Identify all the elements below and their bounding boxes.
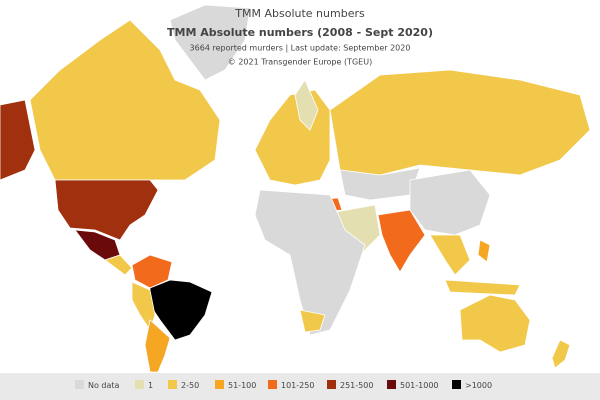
usa: [54, 179, 159, 241]
header: TMM Absolute numbers TMM Absolute number…: [167, 7, 433, 67]
europe: [254, 89, 331, 186]
philippines: [477, 239, 491, 263]
indonesia: [444, 279, 521, 296]
legend-label: 501-1000: [400, 381, 439, 390]
new-zealand: [551, 339, 571, 369]
credit: © 2021 Transgender Europe (TGEU): [228, 58, 372, 67]
legend-swatch: [327, 380, 336, 389]
legend: No data 1 2-50 51-100 101-250 251-500 501-1000…: [75, 380, 492, 390]
legend-swatch: [168, 380, 177, 389]
legend-label: >1000: [465, 381, 492, 390]
argentina: [144, 319, 171, 373]
legend-swatch: [452, 380, 461, 389]
russia: [329, 69, 591, 176]
central-america: [104, 254, 133, 276]
note: 3664 reported murders | Last update: Sep…: [190, 44, 411, 53]
alaska: [0, 99, 36, 181]
legend-swatch: [135, 380, 144, 389]
southern-africa: [299, 309, 326, 333]
china: [409, 169, 491, 236]
legend-label: 1: [148, 381, 153, 390]
subtitle: TMM Absolute numbers (2008 - Sept 2020): [167, 26, 433, 39]
africa: [254, 189, 366, 336]
legend-swatch: [75, 380, 84, 389]
legend-swatch: [387, 380, 396, 389]
brazil: [149, 279, 213, 341]
scandinavia: [294, 79, 319, 131]
legend-swatch: [215, 380, 224, 389]
legend-label: 2-50: [181, 381, 199, 390]
world-map: [0, 4, 591, 373]
australia: [459, 294, 531, 353]
legend-label: 251-500: [340, 381, 373, 390]
colombia-venezuela: [131, 254, 173, 289]
legend-label: No data: [88, 381, 120, 390]
southeast-asia: [429, 234, 471, 276]
india: [377, 209, 426, 273]
legend-swatch: [268, 380, 277, 389]
legend-label: 51-100: [228, 381, 256, 390]
title: TMM Absolute numbers: [234, 7, 365, 20]
legend-label: 101-250: [281, 381, 314, 390]
legend-band: [0, 373, 600, 400]
greenland: [169, 4, 251, 81]
